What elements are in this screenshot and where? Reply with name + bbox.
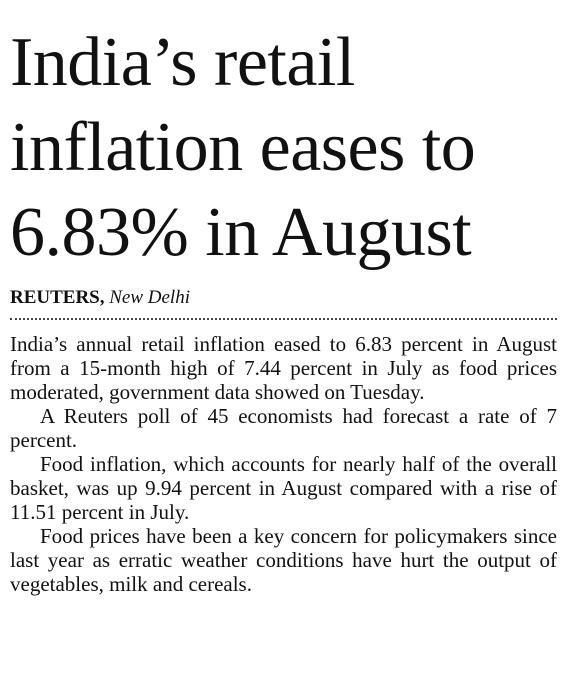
article-body: India’s annual retail inflation eased to… <box>10 332 557 596</box>
byline-agency: REUTERS, <box>10 287 105 308</box>
byline-location: New Delhi <box>109 287 190 308</box>
news-article: India’s retail inflation eases to 6.83% … <box>10 0 557 596</box>
headline-line: India’s retail <box>10 24 355 101</box>
article-paragraph: A Reuters poll of 45 economists had fore… <box>10 404 557 452</box>
headline: India’s retail inflation eases to 6.83% … <box>10 0 557 275</box>
article-paragraph: Food inflation, which accounts for nearl… <box>10 452 557 524</box>
article-paragraph: India’s annual retail inflation eased to… <box>10 332 557 404</box>
dotted-divider <box>10 318 557 320</box>
byline: REUTERS, New Delhi <box>10 287 557 309</box>
headline-line: inflation eases to <box>10 109 476 186</box>
headline-line: 6.83% in August <box>10 194 472 271</box>
article-paragraph: Food prices have been a key concern for … <box>10 524 557 596</box>
